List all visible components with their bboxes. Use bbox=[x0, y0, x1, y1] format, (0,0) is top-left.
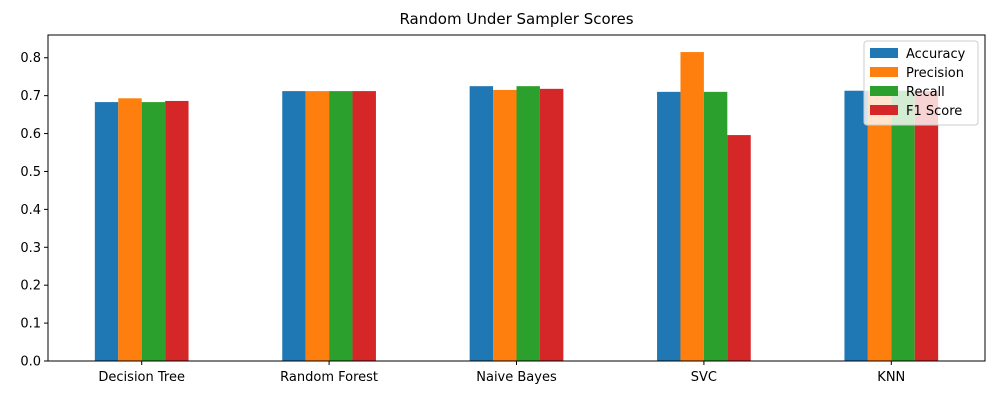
bar-f1-score-svc bbox=[727, 135, 751, 361]
series-recall bbox=[141, 86, 915, 362]
series-accuracy bbox=[94, 86, 868, 362]
bar-f1-score-random-forest bbox=[352, 91, 376, 361]
bar-recall-svc bbox=[703, 91, 728, 361]
bar-precision-decision-tree bbox=[118, 98, 142, 361]
y-tick-label: 0.0 bbox=[20, 355, 41, 370]
bar-accuracy-random-forest bbox=[282, 91, 306, 361]
bar-accuracy-knn bbox=[844, 90, 868, 361]
bar-recall-decision-tree bbox=[141, 102, 166, 362]
series-precision bbox=[118, 52, 892, 362]
bar-f1-score-naive-bayes bbox=[539, 88, 564, 361]
bar-f1-score-decision-tree bbox=[165, 100, 189, 362]
y-tick-label: 0.7 bbox=[20, 89, 41, 104]
legend-label: Recall bbox=[906, 85, 945, 100]
y-tick-label: 0.3 bbox=[20, 241, 41, 256]
series-f1-score bbox=[165, 88, 939, 362]
bar-recall-random-forest bbox=[329, 91, 353, 361]
legend-swatch bbox=[870, 105, 898, 115]
legend: Accuracy Precision Recall F1 Score bbox=[863, 40, 979, 126]
y-tick-label: 0.2 bbox=[20, 279, 41, 294]
bar-f1-score-knn bbox=[914, 91, 939, 361]
legend-label: Precision bbox=[906, 66, 964, 81]
chart-title: Random Under Sampler Scores bbox=[399, 10, 633, 28]
bar-precision-knn bbox=[867, 90, 892, 361]
x-tick-label: SVC bbox=[691, 370, 717, 385]
legend-swatch bbox=[870, 48, 898, 58]
x-tick-label: Naive Bayes bbox=[476, 370, 557, 385]
bar-precision-random-forest bbox=[305, 91, 330, 361]
y-tick-label: 0.1 bbox=[20, 317, 41, 332]
bar-precision-svc bbox=[680, 52, 704, 362]
x-tick-label: Decision Tree bbox=[98, 370, 185, 385]
bar-accuracy-decision-tree bbox=[94, 102, 119, 362]
bar-recall-naive-bayes bbox=[516, 86, 540, 362]
legend-label: Accuracy bbox=[906, 47, 966, 62]
legend-swatch bbox=[870, 86, 898, 96]
bars-layer bbox=[94, 52, 939, 362]
bar-accuracy-naive-bayes bbox=[469, 86, 494, 362]
x-tick-label: Random Forest bbox=[280, 370, 378, 385]
legend-label: F1 Score bbox=[906, 104, 962, 119]
legend-box bbox=[863, 40, 979, 126]
y-tick-label: 0.8 bbox=[20, 51, 41, 66]
legend-swatch bbox=[870, 67, 898, 77]
bar-accuracy-svc bbox=[657, 91, 681, 361]
y-tick-label: 0.5 bbox=[20, 165, 41, 180]
axes-layer: 0.0 0.1 0.2 0.3 0.4 0.5 0.6 0.7 0.8 Decision Tree… bbox=[20, 34, 986, 385]
y-tick-label: 0.6 bbox=[20, 127, 41, 142]
x-tick-label: KNN bbox=[877, 370, 905, 385]
bar-recall-knn bbox=[891, 90, 915, 361]
y-tick-label: 0.4 bbox=[20, 203, 41, 218]
bar-precision-naive-bayes bbox=[493, 89, 517, 361]
